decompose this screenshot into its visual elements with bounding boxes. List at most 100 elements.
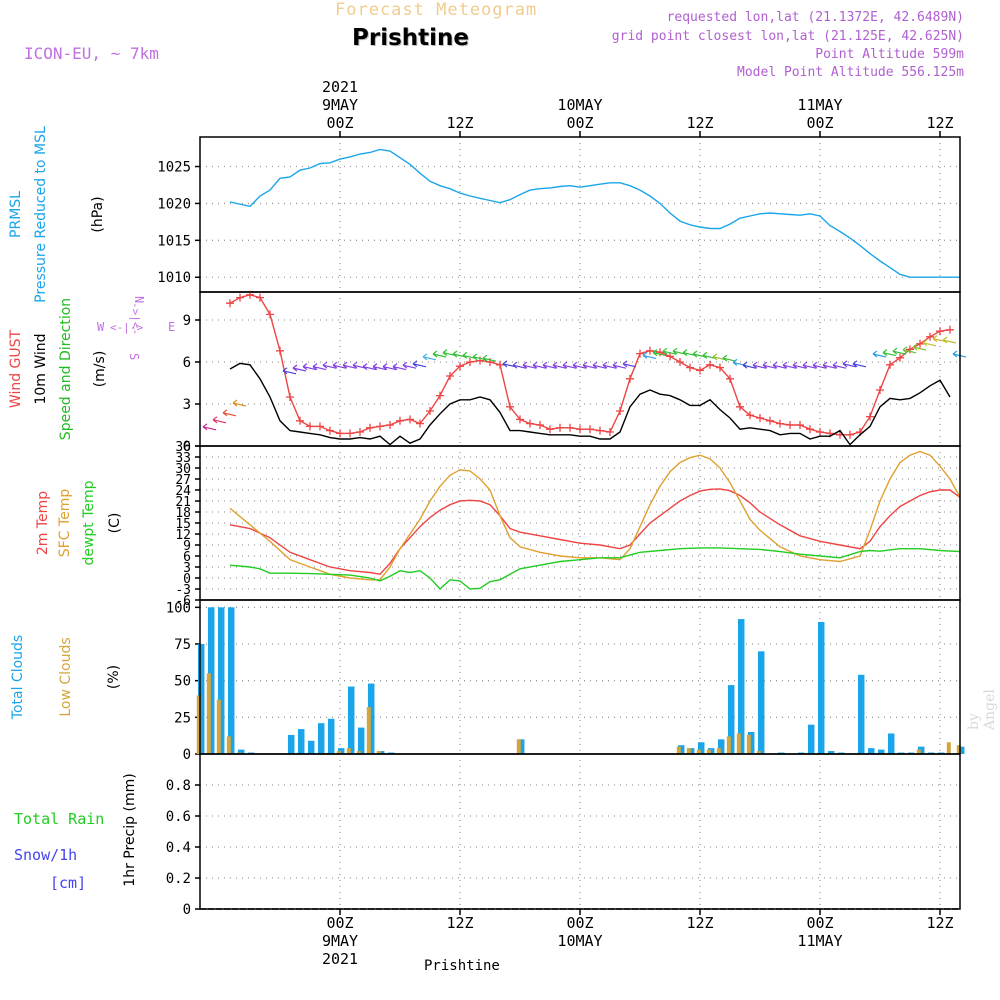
- panel-frame-pressure: [199, 136, 961, 293]
- gust-marker: [286, 393, 294, 401]
- gust-marker: [396, 416, 404, 425]
- y-tick-label: 0: [183, 572, 191, 587]
- panel-label-wind: Speed and Direction: [58, 298, 74, 440]
- gust-marker: [466, 358, 474, 366]
- wind-direction-arrow: [212, 416, 227, 424]
- low-cloud-bar: [946, 742, 951, 754]
- total-cloud-bar: [717, 739, 725, 754]
- y-tick-label: 33: [175, 451, 191, 466]
- wind-direction-arrow: [332, 361, 347, 369]
- total-cloud-bar: [877, 749, 885, 754]
- total-cloud-bar: [357, 727, 365, 754]
- y-tick-label: 24: [175, 484, 191, 499]
- gust-marker: [436, 391, 444, 400]
- precip-axis-label: 1hr Precip (mm): [122, 773, 138, 886]
- wind-direction-arrow: [802, 361, 817, 369]
- wind-direction-arrow: [362, 363, 377, 371]
- panel-label-temp: dewpt Temp: [81, 480, 97, 565]
- compass-ew-arrows: <-|->: [110, 321, 143, 334]
- gust-marker: [516, 415, 524, 424]
- low-cloud-bar: [686, 748, 691, 754]
- wind-direction-arrow: [752, 361, 767, 369]
- wind-direction-arrow: [622, 360, 637, 368]
- gust-marker: [496, 360, 504, 369]
- gust-marker: [946, 325, 954, 334]
- gust-marker: [786, 421, 794, 429]
- wind-direction-arrow: [482, 354, 497, 362]
- gust-marker: [936, 327, 944, 336]
- top-time-label: 00Z: [566, 114, 593, 132]
- wind-direction-arrow: [762, 361, 777, 369]
- top-day-label: 9MAY: [322, 96, 358, 114]
- gust-marker: [416, 419, 424, 428]
- y-tick-label: 100: [166, 600, 191, 616]
- series-line-temp-2: [229, 547, 961, 590]
- gust-marker: [686, 363, 694, 372]
- gust-marker: [586, 425, 594, 434]
- bottom-day-label: 11MAY: [797, 932, 842, 950]
- bottom-time-label: 12Z: [926, 914, 953, 932]
- wind-direction-arrow: [372, 363, 387, 371]
- panel-label-wind: 10m Wind: [33, 333, 49, 404]
- gust-marker: [866, 412, 874, 421]
- gust-marker: [456, 362, 464, 371]
- wind-direction-arrow: [942, 336, 957, 344]
- gust-marker: [306, 422, 314, 431]
- panel-label-clouds: (%): [106, 665, 122, 689]
- gust-marker: [716, 363, 724, 372]
- y-tick-label: 15: [175, 517, 191, 532]
- series-line-temp-1: [229, 450, 961, 581]
- y-tick-label: 30: [175, 462, 191, 477]
- wind-direction-arrow: [202, 423, 217, 431]
- panel-label-wind: Wind GUST: [8, 329, 24, 408]
- top-time-label: 12Z: [926, 114, 953, 132]
- gust-marker: [816, 428, 824, 436]
- wind-direction-arrow: [312, 363, 327, 371]
- point-altitude: Point Altitude 599m: [815, 47, 964, 62]
- top-time-label: 00Z: [806, 114, 833, 132]
- total-cloud-bar: [317, 723, 325, 754]
- wind-direction-arrow: [422, 353, 437, 361]
- wind-direction-arrow: [592, 361, 607, 369]
- wind-direction-arrow: [832, 361, 847, 369]
- gust-marker: [666, 352, 674, 361]
- panel-label-clouds: Total Clouds: [10, 635, 26, 720]
- y-tick-label: 75: [174, 637, 191, 653]
- total-cloud-bar: [517, 739, 525, 754]
- model-name: ICON-EU, ~ 7km: [24, 44, 159, 63]
- gust-marker: [446, 372, 454, 380]
- gust-marker: [506, 402, 514, 411]
- panel-label-wind: (m/s): [92, 351, 108, 388]
- y-tick-label: 6: [183, 550, 191, 565]
- total-cloud-bar: [957, 746, 965, 754]
- gust-marker: [266, 310, 274, 319]
- y-tick-label: 0.4: [166, 840, 191, 856]
- low-cloud-bar: [696, 749, 701, 754]
- gust-marker: [236, 293, 244, 302]
- wind-direction-arrow: [922, 339, 937, 347]
- total-cloud-bar: [347, 686, 355, 754]
- requested-coords: requested lon,lat (21.1372E, 42.6489N): [666, 10, 964, 25]
- total-cloud-bar: [677, 745, 685, 754]
- gust-marker: [276, 346, 284, 355]
- panel-frame-clouds: [199, 599, 961, 755]
- precip-rain-label: Total Rain: [14, 810, 104, 828]
- wind-direction-arrow: [882, 349, 897, 357]
- bottom-day-label: 10MAY: [557, 932, 602, 950]
- total-cloud-bar: [297, 729, 305, 754]
- gust-marker: [846, 430, 854, 439]
- compass-west: W: [97, 320, 105, 334]
- gust-marker: [626, 374, 634, 383]
- gust-marker: [356, 428, 364, 436]
- wind-direction-arrow: [302, 363, 317, 371]
- y-tick-label: 1015: [157, 233, 191, 249]
- wind-direction-arrow: [552, 361, 567, 369]
- gust-marker: [696, 366, 704, 375]
- compass-north: N: [132, 296, 146, 303]
- low-cloud-bar: [756, 751, 761, 754]
- wind-direction-arrow: [382, 363, 397, 371]
- gust-marker: [336, 429, 344, 438]
- top-time-label: 00Z: [326, 114, 353, 132]
- y-tick-label: 21: [175, 495, 191, 510]
- gust-marker: [346, 429, 354, 438]
